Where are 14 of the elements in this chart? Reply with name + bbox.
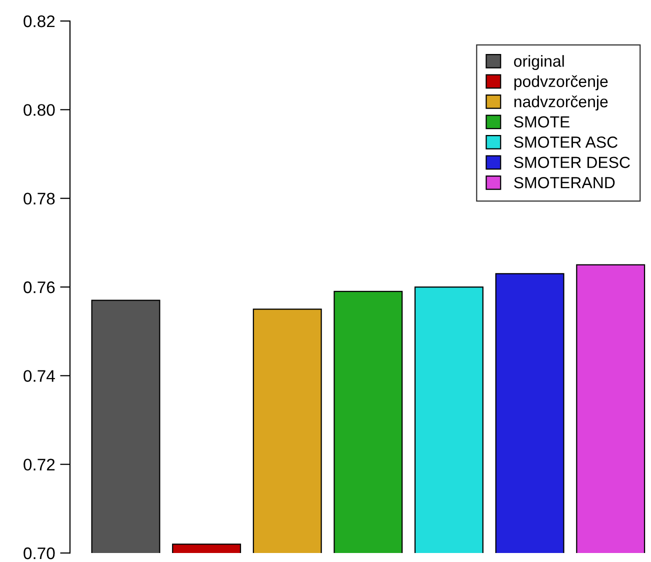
y-tick-label: 0.76 bbox=[24, 281, 55, 294]
legend-label: SMOTERAND bbox=[514, 177, 615, 188]
y-tick-label: 0.70 bbox=[24, 547, 55, 560]
legend-label: original bbox=[514, 55, 564, 70]
y-tick-label: 0.80 bbox=[24, 104, 55, 116]
y-tick-label: 0.72 bbox=[24, 458, 55, 471]
y-tick-label: 0.82 bbox=[24, 15, 55, 28]
legend-label: SMOTER DESC bbox=[514, 156, 630, 168]
legend-label: SMOTER ASC bbox=[514, 136, 618, 148]
legend-label: podvzorčenje bbox=[514, 75, 608, 90]
y-tick-label: 0.74 bbox=[24, 370, 55, 382]
y-tick-label: 0.78 bbox=[24, 192, 55, 205]
legend-label: SMOTE bbox=[514, 116, 570, 128]
legend-label: nadvzorčenje bbox=[514, 96, 608, 110]
